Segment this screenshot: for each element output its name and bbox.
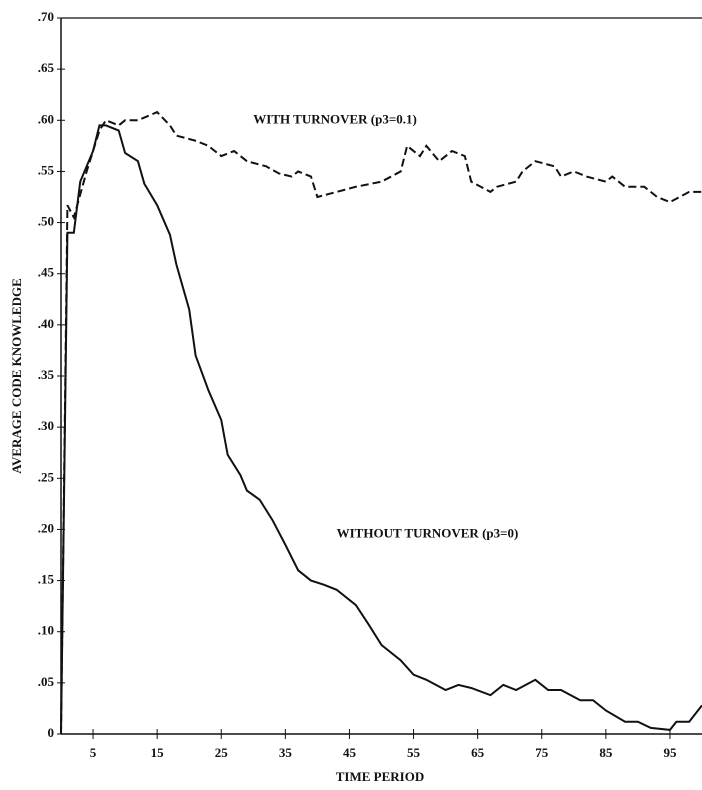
y-tick-label: .50	[38, 214, 54, 229]
y-axis-label: AVERAGE CODE KNOWLEDGE	[9, 278, 24, 474]
x-tick-label: 25	[215, 745, 229, 760]
annotation: WITHOUT TURNOVER (p3=0)	[337, 526, 519, 541]
y-tick-label: .25	[38, 469, 55, 484]
y-tick-label: .70	[38, 9, 54, 24]
x-tick-label: 45	[343, 745, 357, 760]
y-tick-label: .20	[38, 520, 54, 535]
x-tick-label: 95	[663, 745, 677, 760]
x-tick-label: 35	[279, 745, 293, 760]
y-tick-label: .15	[38, 572, 55, 587]
y-tick-label: 0	[48, 725, 55, 740]
annotation: WITH TURNOVER (p3=0.1)	[253, 111, 417, 126]
y-tick-label: .60	[38, 111, 54, 126]
y-tick-label: .35	[38, 367, 55, 382]
y-tick-label: .10	[38, 623, 54, 638]
x-tick-label: 15	[151, 745, 165, 760]
x-tick-label: 55	[407, 745, 421, 760]
x-tick-label: 65	[471, 745, 485, 760]
series-line	[60, 110, 702, 735]
series-line	[60, 124, 702, 735]
x-tick-label: 5	[90, 745, 97, 760]
y-tick-label: .40	[38, 316, 54, 331]
y-tick-label: .45	[38, 265, 55, 280]
x-tick-label: 75	[535, 745, 549, 760]
y-tick-label: .55	[38, 162, 55, 177]
x-tick-label: 85	[599, 745, 613, 760]
y-tick-label: .05	[38, 674, 55, 689]
y-tick-label: .30	[38, 418, 54, 433]
x-axis-label: TIME PERIOD	[336, 769, 424, 784]
y-tick-label: .65	[38, 60, 55, 75]
